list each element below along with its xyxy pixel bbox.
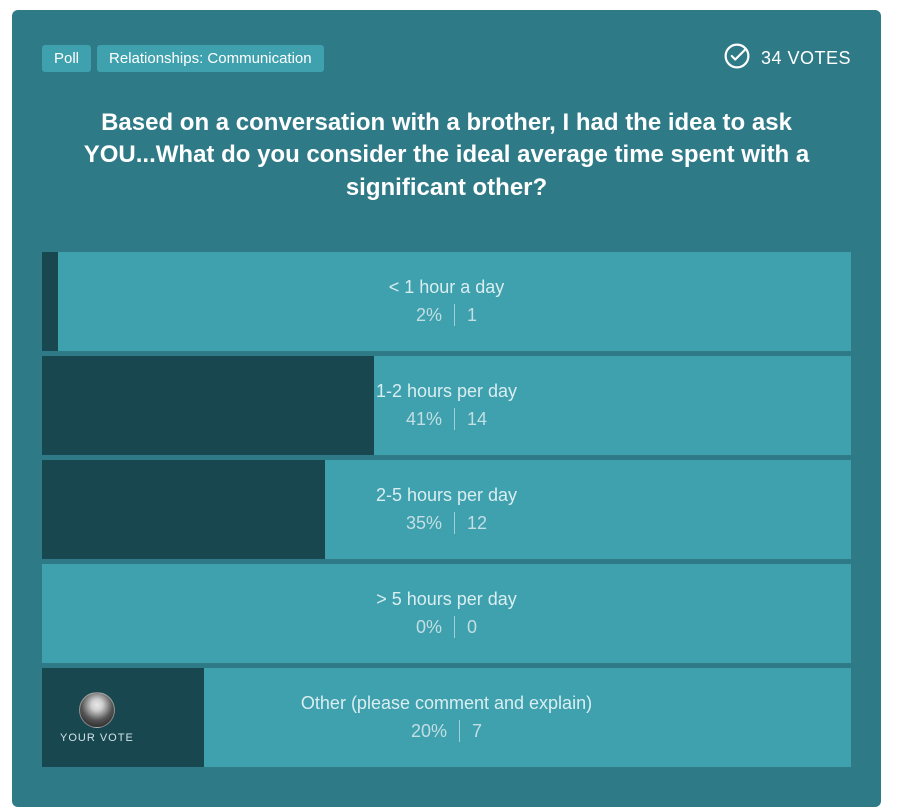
poll-option[interactable]: Other (please comment and explain) 20%7 YO… [42,668,851,767]
option-stats: 20%7 [411,720,482,742]
vote-count-suffix: VOTES [787,48,851,68]
option-stats: 0%0 [416,616,477,638]
option-count: 1 [455,305,477,326]
tag-group: Poll Relationships: Communication [42,45,324,72]
vote-count-text: 34 VOTES [761,48,851,69]
check-circle-icon [723,42,751,75]
option-label: > 5 hours per day [376,589,517,610]
vote-count: 34 VOTES [723,42,851,75]
option-count: 0 [455,617,477,638]
option-label: Other (please comment and explain) [301,693,592,714]
option-label: < 1 hour a day [389,277,505,298]
category-tag[interactable]: Relationships: Communication [97,45,324,72]
your-vote-badge: YOUR VOTE [60,668,134,767]
poll-card: Poll Relationships: Communication 34 VOT… [12,10,881,807]
option-percent: 0% [416,617,454,638]
option-content: > 5 hours per day 0%0 [42,564,851,663]
poll-options: < 1 hour a day 2%1 1-2 hours per day 41%14 2… [42,252,851,767]
option-content: < 1 hour a day 2%1 [42,252,851,351]
option-label: 1-2 hours per day [376,381,517,402]
poll-tag[interactable]: Poll [42,45,91,72]
your-vote-label: YOUR VOTE [60,732,134,744]
poll-option[interactable]: 2-5 hours per day 35%12 [42,460,851,559]
vote-count-number: 34 [761,48,782,68]
option-stats: 41%14 [406,408,487,430]
avatar [79,692,115,728]
poll-header: Poll Relationships: Communication 34 VOT… [42,42,851,75]
option-count: 12 [455,513,487,534]
option-percent: 20% [411,721,459,742]
option-percent: 35% [406,513,454,534]
option-count: 7 [460,721,482,742]
option-content: 1-2 hours per day 41%14 [42,356,851,455]
option-percent: 2% [416,305,454,326]
option-count: 14 [455,409,487,430]
option-stats: 2%1 [416,304,477,326]
poll-option[interactable]: < 1 hour a day 2%1 [42,252,851,351]
option-stats: 35%12 [406,512,487,534]
option-label: 2-5 hours per day [376,485,517,506]
poll-option[interactable]: > 5 hours per day 0%0 [42,564,851,663]
poll-option[interactable]: 1-2 hours per day 41%14 [42,356,851,455]
poll-question: Based on a conversation with a brother, … [77,107,817,204]
option-percent: 41% [406,409,454,430]
option-content: 2-5 hours per day 35%12 [42,460,851,559]
option-content: Other (please comment and explain) 20%7 [42,668,851,767]
